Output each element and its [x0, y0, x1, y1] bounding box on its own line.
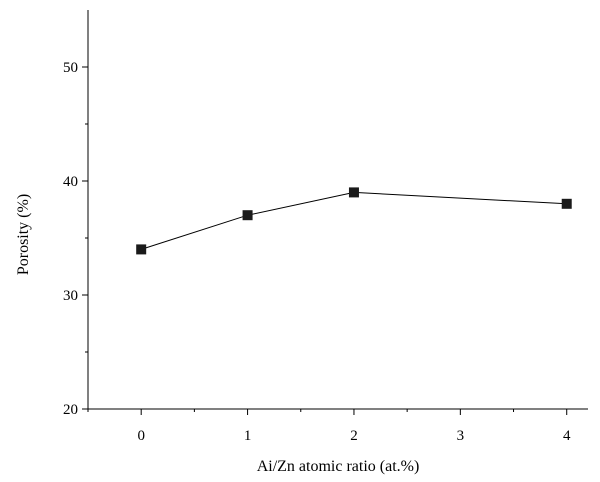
series-line: [141, 191, 567, 250]
data-point: [348, 187, 359, 198]
y-tick-label: 20: [63, 402, 78, 418]
data-point: [136, 244, 147, 255]
y-axis: 20 30 40 50: [63, 60, 88, 418]
x-axis: 0 1 2 3 4: [87, 409, 571, 444]
x-tick-label: 3: [457, 428, 465, 444]
data-point: [561, 198, 572, 209]
series-layer: [136, 187, 572, 255]
x-tick-label: 1: [244, 428, 252, 444]
y-tick-label: 30: [63, 288, 78, 304]
data-point: [242, 210, 253, 221]
x-tick-label: 0: [137, 428, 145, 444]
y-axis-title: Porosity (%): [15, 194, 32, 275]
x-axis-title: Ai/Zn atomic ratio (at.%): [257, 458, 420, 475]
plot-frame: [87, 10, 588, 410]
y-tick-label: 50: [63, 60, 78, 76]
y-tick-label: 40: [63, 174, 78, 190]
x-tick-label: 2: [350, 428, 358, 444]
x-tick-label: 4: [563, 428, 571, 444]
